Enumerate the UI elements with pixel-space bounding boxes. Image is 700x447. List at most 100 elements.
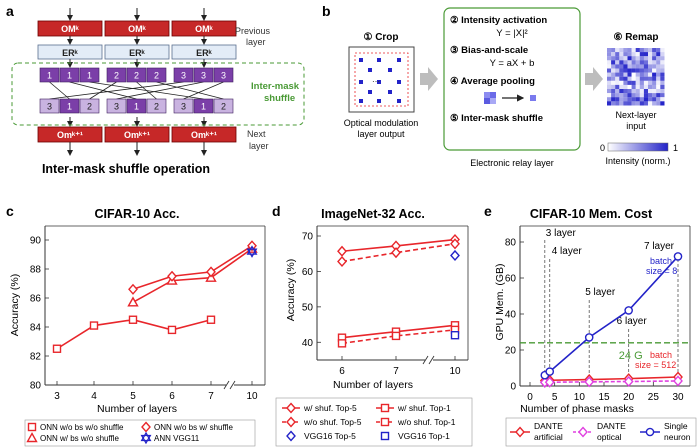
remap-pixel: [631, 101, 636, 106]
panel-c: c CIFAR-10 Acc. 80 82 84 86 88 90 3 4 5 6 7 10 Numb…: [6, 203, 266, 447]
remap-pixel: [660, 101, 665, 106]
remap-pixel: [652, 97, 657, 102]
colorbar-min: 0: [600, 143, 605, 153]
remap-pixel: [631, 76, 636, 81]
remap-pixel: [643, 89, 649, 94]
crop-pixel: [388, 68, 392, 72]
remap-pixel: [615, 48, 620, 53]
batch512-label-1: batch: [650, 350, 672, 360]
er-block-label: ERᵏ: [62, 48, 79, 58]
data-point: [128, 315, 138, 324]
remap-pixel: [639, 72, 644, 77]
data-point: [26, 432, 38, 443]
remap-pixel: [648, 89, 653, 94]
remap-pixel: [643, 93, 649, 98]
top-cell-label: 3: [221, 71, 226, 81]
remap-pixel: [619, 52, 624, 57]
er-block-label: ERᵏ: [129, 48, 146, 58]
x-tick-label: 6: [169, 391, 175, 402]
data-point: [584, 376, 595, 388]
remap-pixel: [643, 72, 649, 77]
shuffle-region-box: [11, 62, 305, 126]
remap-pixel: [660, 76, 665, 81]
remap-pixel: [611, 97, 616, 102]
remap-pixel: [615, 80, 620, 85]
legend-d-label: w/o shuf. Top-1: [397, 417, 456, 427]
axis-break-gap: [226, 381, 234, 389]
remap-pixel: [652, 68, 657, 73]
remap-pixel: [627, 72, 632, 77]
remap-pixel: [643, 84, 649, 90]
data-point: [167, 270, 177, 282]
x-tick-label: 30: [672, 392, 684, 403]
step-inter-mask-shuffle: ⑤ Inter-mask shuffle: [450, 113, 543, 124]
axis-break-mark: [422, 355, 429, 365]
top-cell-label: 1: [67, 71, 72, 81]
remap-pixel: [635, 101, 640, 106]
crop-pixel: [397, 99, 401, 103]
star-part: [140, 434, 152, 445]
remap-pixel: [623, 72, 628, 77]
bottom-cell-label: 1: [201, 102, 206, 112]
x-tick-label: 25: [648, 392, 660, 403]
remap-pixel: [631, 89, 636, 94]
data-point: [206, 315, 216, 324]
data-point: [246, 245, 258, 258]
crop-pixel: [388, 90, 392, 94]
remap-pixel: [611, 64, 616, 69]
remap-pixel: [656, 60, 661, 65]
crop-pixel: [359, 58, 363, 62]
remap-pixel: [623, 89, 628, 94]
data-point: [128, 283, 138, 295]
remap-pixel: [627, 48, 632, 53]
panel-b: b ① Crop ⋯ Optical modulation layer outp…: [322, 3, 678, 168]
y-tick-label: 80: [30, 381, 42, 392]
bottom-cell: [106, 98, 127, 114]
remap-pixel: [648, 80, 653, 85]
data-point: [450, 238, 460, 250]
remap-pixel: [648, 97, 653, 102]
data-point: [89, 321, 99, 330]
remap-pixel: [660, 52, 665, 57]
top-cell: [106, 67, 127, 83]
legend-e-label-1: DANTE: [597, 421, 626, 431]
remap-pixel: [631, 97, 636, 102]
data-point: [337, 339, 347, 348]
bottom-cell: [193, 98, 214, 114]
colorbar-max: 1: [673, 143, 678, 153]
remap-pixel: [639, 52, 644, 57]
crop-caption-2: layer output: [357, 129, 405, 139]
remap-pixel: [648, 84, 653, 90]
y-tick-label: 70: [302, 232, 314, 243]
legend-c-label: ANN VGG11: [154, 434, 200, 443]
bottom-cell-label: 3: [47, 102, 52, 112]
data-point: [578, 426, 588, 438]
memory-limit-label: 24 G: [619, 350, 643, 362]
top-cell: [193, 67, 214, 83]
legend-d: w/ shuf. Top-5 w/ shuf. Top-1 w/o shuf. To…: [282, 402, 456, 442]
relay-caption: Electronic relay layer: [470, 158, 554, 168]
x-tick-label: 10: [246, 391, 258, 402]
panel-e: e CIFAR-10 Mem. Cost 0 20 40 60 80 0 5 10 15 20 25…: [484, 203, 697, 447]
y-tick-label: 84: [30, 323, 42, 334]
remap-pixel: [607, 93, 612, 98]
remap-pixel: [623, 101, 628, 106]
series-line: [132, 248, 253, 304]
remap-pixel: [639, 48, 644, 53]
panel-a-letter: a: [6, 3, 14, 19]
layer-annotation: 6 layer: [617, 316, 648, 327]
crop-outer-frame: [348, 46, 415, 113]
remap-pixel: [619, 60, 624, 65]
x-tick-label: 4: [91, 391, 97, 402]
shuffle-line: [49, 81, 70, 100]
shuffle-line: [116, 81, 204, 100]
top-cell: [213, 67, 234, 83]
remap-pixel: [643, 68, 649, 73]
remap-pixel: [639, 80, 644, 85]
data-point: [140, 431, 152, 445]
shuffle-line: [156, 81, 224, 100]
x-tick-label: 10: [574, 392, 586, 403]
remap-pixel: [648, 56, 653, 61]
remap-pixel: [660, 97, 665, 102]
